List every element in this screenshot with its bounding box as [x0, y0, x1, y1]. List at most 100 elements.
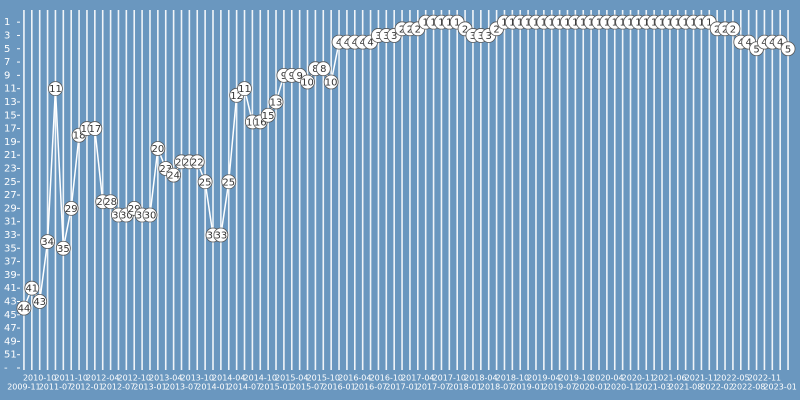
x-tick-label: 2018-07 [480, 383, 513, 392]
x-tick-label: 2018-04 [464, 374, 497, 383]
point-label: 2 [493, 24, 499, 35]
point-label: 3 [375, 31, 381, 42]
point-label: 33 [207, 230, 220, 241]
point [55, 240, 71, 256]
point-label: 1 [682, 18, 688, 29]
x-tick-label: 2021-06 [653, 374, 686, 383]
point-label: 1 [509, 18, 515, 29]
point [16, 300, 32, 316]
x-tick-label: 2020-11 [622, 374, 655, 383]
point [189, 154, 205, 170]
x-tick-label: 2011-07 [39, 383, 72, 392]
point [103, 194, 118, 210]
point-label: 4 [352, 38, 358, 49]
point [87, 121, 103, 136]
point-label: 1 [556, 18, 562, 29]
x-tick-label: 2016-07 [354, 383, 387, 392]
point [63, 200, 79, 216]
point-label: 16 [254, 117, 267, 128]
x-tick-label: 2014-04 [212, 374, 245, 383]
y-tick-label: 23 [4, 163, 17, 174]
point-label: 44 [18, 304, 31, 315]
point-label: 20 [151, 144, 164, 155]
point-label: 1 [525, 18, 531, 29]
point-label: 30 [120, 211, 133, 222]
point-label: 1 [549, 18, 555, 29]
point-label: 22 [175, 157, 188, 168]
x-tick-label: 2014-07 [228, 383, 261, 392]
point-label: 2 [407, 24, 413, 35]
point-label: 1 [659, 18, 665, 29]
point [40, 234, 55, 250]
point-label: 4 [777, 38, 783, 49]
point-label: 4 [344, 38, 350, 49]
point-label: 11 [238, 84, 251, 95]
point [142, 207, 158, 223]
x-tick-label: 2012-07 [102, 383, 135, 392]
point-label: 13 [270, 97, 283, 108]
point-label: 29 [65, 204, 78, 215]
point-label: 2 [415, 24, 421, 35]
y-tick-label: 27 [4, 190, 17, 201]
point-label: 4 [769, 38, 775, 49]
point-label: 8 [312, 64, 318, 75]
point [323, 74, 339, 90]
point [780, 41, 796, 57]
point-label: 1 [635, 18, 641, 29]
y-tick-label: 1 [4, 17, 10, 28]
point [197, 174, 213, 190]
x-tick-label: 2019-04 [527, 374, 560, 383]
x-tick-label: 2012-01 [70, 383, 103, 392]
point-label: 3 [478, 31, 484, 42]
point-label: 17 [81, 124, 94, 135]
point-label: 23 [159, 164, 172, 175]
point-label: 1 [517, 18, 523, 29]
x-tick-label: 2016-01 [322, 383, 355, 392]
point-label: 3 [383, 31, 389, 42]
x-tick-label: 2023-01 [763, 383, 796, 392]
point-label: 1 [643, 18, 649, 29]
x-tick-label: 2019-07 [543, 383, 576, 392]
point-label: 4 [738, 38, 744, 49]
y-tick-label: 33 [4, 230, 17, 241]
point-label: 1 [430, 18, 436, 29]
x-tick-label: 2021-08 [669, 383, 702, 392]
point-label: 9 [281, 71, 287, 82]
point [268, 94, 284, 110]
point-label: 1 [501, 18, 507, 29]
point [725, 21, 741, 37]
point [166, 167, 182, 183]
point-label: 5 [785, 44, 791, 55]
point-label: 22 [191, 157, 204, 168]
y-tick-label: 17 [4, 124, 17, 135]
x-tick-label: 2013-04 [149, 374, 182, 383]
x-tick-label: 2017-07 [417, 383, 450, 392]
point [48, 81, 63, 97]
x-tick-label: 2018-10 [496, 374, 529, 383]
point-label: 2 [462, 24, 468, 35]
point-label: 4 [367, 38, 373, 49]
point-label: 5 [753, 44, 759, 55]
point-label: 34 [41, 237, 54, 248]
y-tick-label: 19 [4, 137, 17, 148]
point-label: 29 [128, 204, 141, 215]
point-label: 1 [423, 18, 429, 29]
x-tick-label: 2009-11 [7, 383, 40, 392]
y-tick-label: 51 [4, 350, 17, 361]
point-label: 1 [667, 18, 673, 29]
x-tick-label: 2020-01 [574, 383, 607, 392]
x-tick-label: 2022-02 [700, 383, 733, 392]
point [300, 74, 315, 90]
point-label: 1 [651, 18, 657, 29]
point [150, 141, 166, 156]
point-label: 3 [391, 31, 397, 42]
point-label: 9 [289, 71, 295, 82]
x-tick-label: 2014-01 [196, 383, 229, 392]
x-tick-label: 2019-01 [511, 383, 544, 392]
point [315, 61, 331, 77]
y-tick-label: 37 [4, 257, 17, 268]
point-label: 8 [320, 64, 326, 75]
x-tick-label: 2017-01 [385, 383, 418, 392]
